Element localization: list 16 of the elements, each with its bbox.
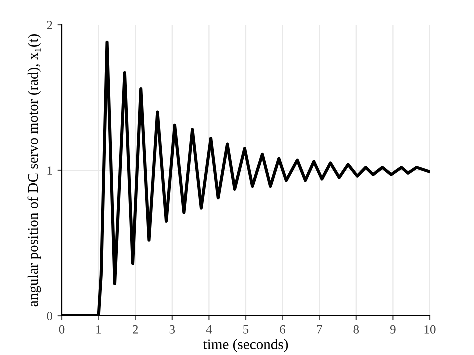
x-tick-label: 2 [133, 325, 138, 334]
x-tick-label: 1 [96, 325, 102, 334]
x-tick-label: 6 [280, 325, 286, 334]
x-tick-label: 3 [170, 325, 176, 334]
x-tick-label: 4 [206, 325, 212, 334]
x-axis-title: time (seconds) [203, 339, 288, 352]
y-tick-label: 0 [47, 312, 52, 320]
x-tick-label: 7 [317, 326, 322, 334]
x-tick-label: 0 [59, 325, 65, 334]
x-tick-label: 10 [424, 325, 436, 334]
y-tick-label: 1 [48, 166, 52, 175]
x-tick-label: 5 [244, 326, 249, 334]
x-tick-label: 9 [390, 325, 396, 334]
y-tick-label: 2 [47, 21, 52, 30]
y-axis-title: angular position of DC servo motor (rad), x₁(t) [28, 34, 42, 307]
x-tick-label: 8 [354, 325, 360, 334]
